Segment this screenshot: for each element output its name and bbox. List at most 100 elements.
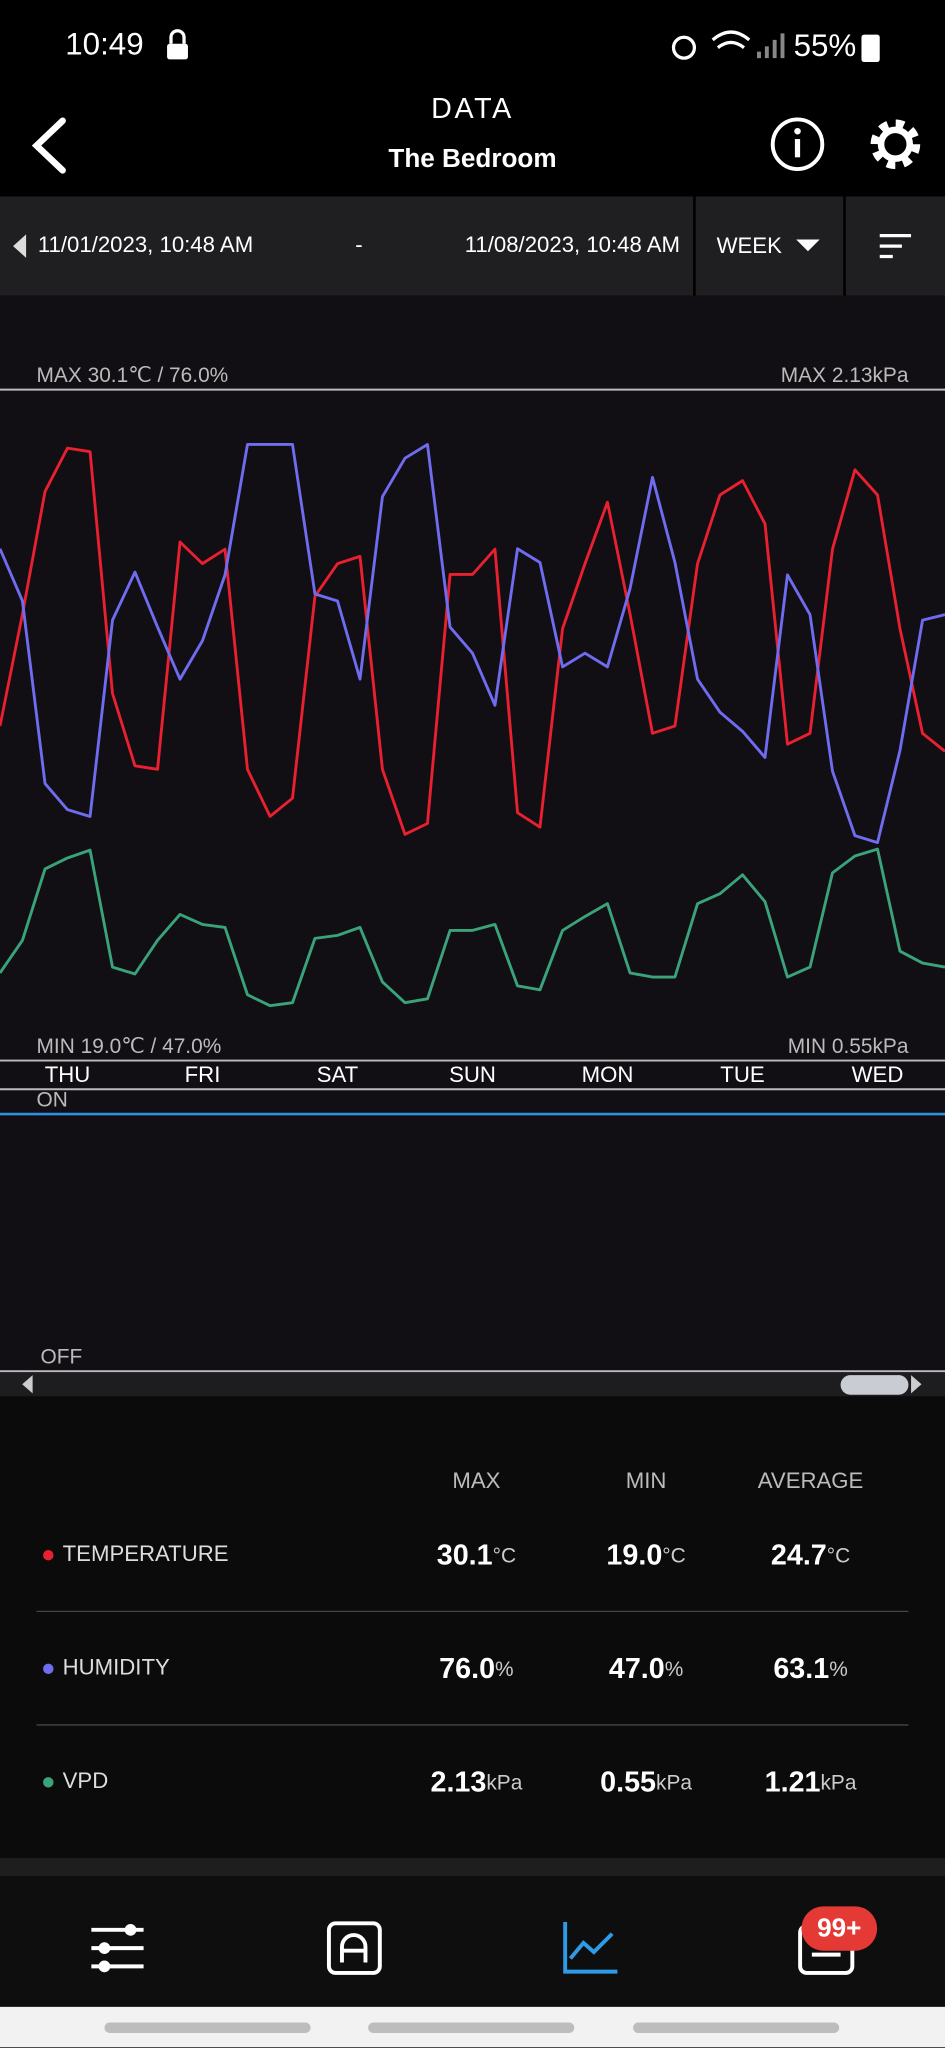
badge [801, 1906, 878, 1951]
stat-value: 63.1% [773, 1653, 847, 1685]
stat-value: 24.7°C [771, 1539, 850, 1571]
column-header: MIN [626, 1468, 667, 1493]
stat-value: 47.0% [609, 1653, 683, 1685]
nav-automation[interactable] [326, 1921, 382, 1975]
gear-icon [877, 126, 914, 162]
nav-controls[interactable] [91, 1923, 144, 1973]
divider [693, 196, 696, 296]
nav-data[interactable] [563, 1922, 618, 1974]
value: 47.0 [609, 1653, 665, 1685]
off-label: OFF [40, 1346, 82, 1369]
x-tick-label: FRI [185, 1062, 221, 1087]
info-icon [794, 139, 801, 158]
gesture-pill [104, 2022, 311, 2033]
automation-icon [326, 1921, 382, 1975]
row-name: TEMPERATURE [63, 1541, 229, 1566]
value: 63.1 [773, 1653, 829, 1685]
x-tick-label: WED [852, 1062, 904, 1087]
period-select[interactable]: WEEK [717, 233, 783, 258]
gesture-pill [368, 2022, 575, 2033]
row-name: VPD [63, 1768, 109, 1793]
gear-icon [870, 119, 921, 170]
value: 19.0 [606, 1539, 662, 1571]
stat-value: 2.13kPa [430, 1766, 522, 1798]
legend-dot [43, 1550, 54, 1561]
series-line [0, 443, 945, 845]
signal-icon [757, 33, 785, 59]
info-icon [794, 127, 801, 135]
info-button[interactable] [770, 117, 825, 172]
min-label-right: MIN 0.55kPa [788, 1035, 909, 1058]
alarm-icon [671, 35, 697, 60]
dropdown-arrow [796, 239, 820, 252]
stat-value: 76.0% [439, 1653, 513, 1685]
x-tick-label: THU [45, 1062, 91, 1087]
chart-icon [563, 1922, 618, 1974]
legend-dot [43, 1777, 54, 1788]
series-line [0, 847, 945, 1008]
scroll-thumb[interactable] [840, 1375, 909, 1395]
wifi-icon [711, 30, 751, 49]
unit: kPa [656, 1771, 692, 1794]
stats-panel [0, 1397, 945, 1859]
row-name: HUMIDITY [63, 1655, 170, 1680]
stat-value: 0.55kPa [600, 1766, 692, 1798]
unit: kPa [821, 1771, 857, 1794]
unit: % [829, 1658, 848, 1681]
range-prev[interactable] [13, 234, 27, 258]
value: 30.1 [437, 1539, 493, 1571]
max-label-right: MAX 2.13kPa [781, 364, 909, 387]
panel-divider [0, 1858, 945, 1877]
automation-icon [340, 1933, 368, 1963]
unit: kPa [486, 1771, 522, 1794]
column-header: MAX [452, 1468, 500, 1493]
range-separator: - [355, 232, 362, 257]
value: 0.55 [600, 1766, 656, 1798]
header-title: DATA [431, 93, 514, 125]
back-button[interactable] [31, 117, 66, 174]
series-line [0, 446, 945, 836]
sliders-icon [98, 1942, 111, 1954]
range-start[interactable]: 11/01/2023, 10:48 AM [38, 232, 253, 257]
scrollbar[interactable] [0, 1372, 945, 1396]
value: 24.7 [771, 1539, 827, 1571]
stat-value: 30.1°C [437, 1539, 516, 1571]
max-label: MAX 30.1℃ / 76.0% [37, 364, 229, 387]
x-tick-label: SUN [449, 1062, 496, 1087]
lock-icon [169, 29, 186, 44]
legend-dot [43, 1663, 54, 1675]
unit: °C [493, 1544, 516, 1567]
divider [843, 196, 846, 296]
scroll-right[interactable] [911, 1375, 922, 1394]
settings-button[interactable] [870, 119, 921, 170]
lock-icon [167, 43, 188, 60]
x-tick-label: TUE [720, 1062, 764, 1087]
nav-bar [0, 1876, 945, 2007]
sort-button[interactable] [879, 233, 912, 259]
status-time: 10:49 [65, 27, 143, 62]
unit: °C [662, 1544, 685, 1567]
scroll-left[interactable] [22, 1375, 33, 1394]
unit: °C [827, 1544, 850, 1567]
x-tick-label: SAT [317, 1062, 359, 1087]
gesture-pill [633, 2022, 840, 2033]
sliders-icon [124, 1923, 137, 1936]
info-icon [770, 117, 825, 172]
chart-area [0, 295, 945, 1398]
sliders-icon [98, 1960, 111, 1973]
column-header: AVERAGE [758, 1468, 864, 1493]
unit: % [495, 1658, 514, 1681]
value: 1.21 [765, 1766, 821, 1798]
value: 76.0 [439, 1653, 495, 1685]
stat-value: 1.21kPa [765, 1766, 857, 1798]
battery-icon [861, 34, 880, 63]
stat-value: 19.0°C [606, 1539, 685, 1571]
nav-notifications[interactable]: 99+ [798, 1906, 878, 1975]
badge-count: 99+ [817, 1913, 861, 1943]
on-label: ON [37, 1089, 68, 1112]
unit: % [665, 1658, 684, 1681]
range-end[interactable]: 11/08/2023, 10:48 AM [465, 232, 680, 257]
value: 2.13 [430, 1766, 486, 1798]
